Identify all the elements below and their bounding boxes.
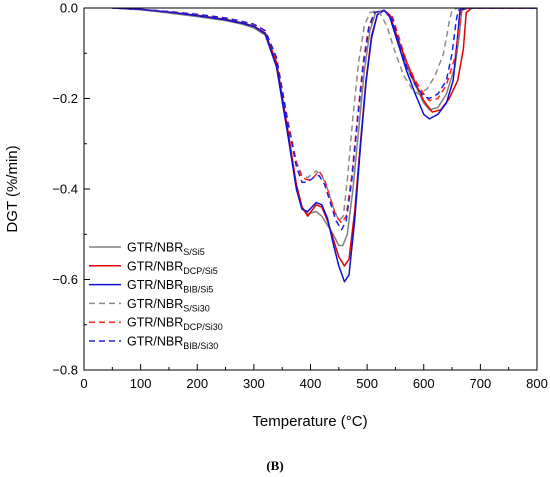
legend-label: GTR/NBRS/Si5 — [127, 241, 205, 258]
series-line-s-si5 — [112, 8, 537, 247]
legend-label: GTR/NBRDCP/Si5 — [127, 259, 218, 276]
y-tick-label: −0.6 — [52, 272, 78, 287]
x-tick-label: 700 — [470, 376, 492, 391]
series-line-s-si30 — [112, 8, 537, 222]
y-tick-label: −0.8 — [52, 363, 78, 378]
x-tick-label: 200 — [186, 376, 208, 391]
x-tick-label: 600 — [413, 376, 435, 391]
y-axis-title: DGT (%/min) — [4, 145, 21, 232]
x-axis: 0 100 200 300 400 500 600 700 800 — [80, 364, 548, 391]
legend-label: GTR/NBRS/Si30 — [127, 297, 210, 314]
x-axis-title: Temperature (°C) — [252, 413, 367, 430]
legend-label: GTR/NBRBIB/Si30 — [127, 335, 218, 352]
x-tick-label: 300 — [243, 376, 265, 391]
x-tick-label: 800 — [526, 376, 548, 391]
series-line-bib-si5 — [112, 8, 537, 283]
series-line-dcp-si5 — [112, 8, 537, 267]
series-line-dcp-si30 — [112, 8, 537, 224]
y-axis: 0.0 −0.2 −0.4 −0.6 −0.8 — [52, 1, 90, 378]
series-line-bib-si30 — [112, 8, 537, 231]
x-tick-label: 400 — [300, 376, 322, 391]
x-tick-label: 100 — [130, 376, 152, 391]
x-tick-label: 0 — [80, 376, 87, 391]
y-tick-label: −0.4 — [52, 182, 78, 197]
legend-label: GTR/NBRBIB/Si5 — [127, 278, 213, 295]
x-tick-label: 500 — [356, 376, 378, 391]
y-tick-label: 0.0 — [60, 1, 78, 16]
legend-label: GTR/NBRDCP/Si30 — [127, 316, 223, 333]
y-tick-label: −0.2 — [52, 91, 78, 106]
panel-label: (B) — [266, 458, 283, 473]
series-layer — [112, 8, 537, 283]
